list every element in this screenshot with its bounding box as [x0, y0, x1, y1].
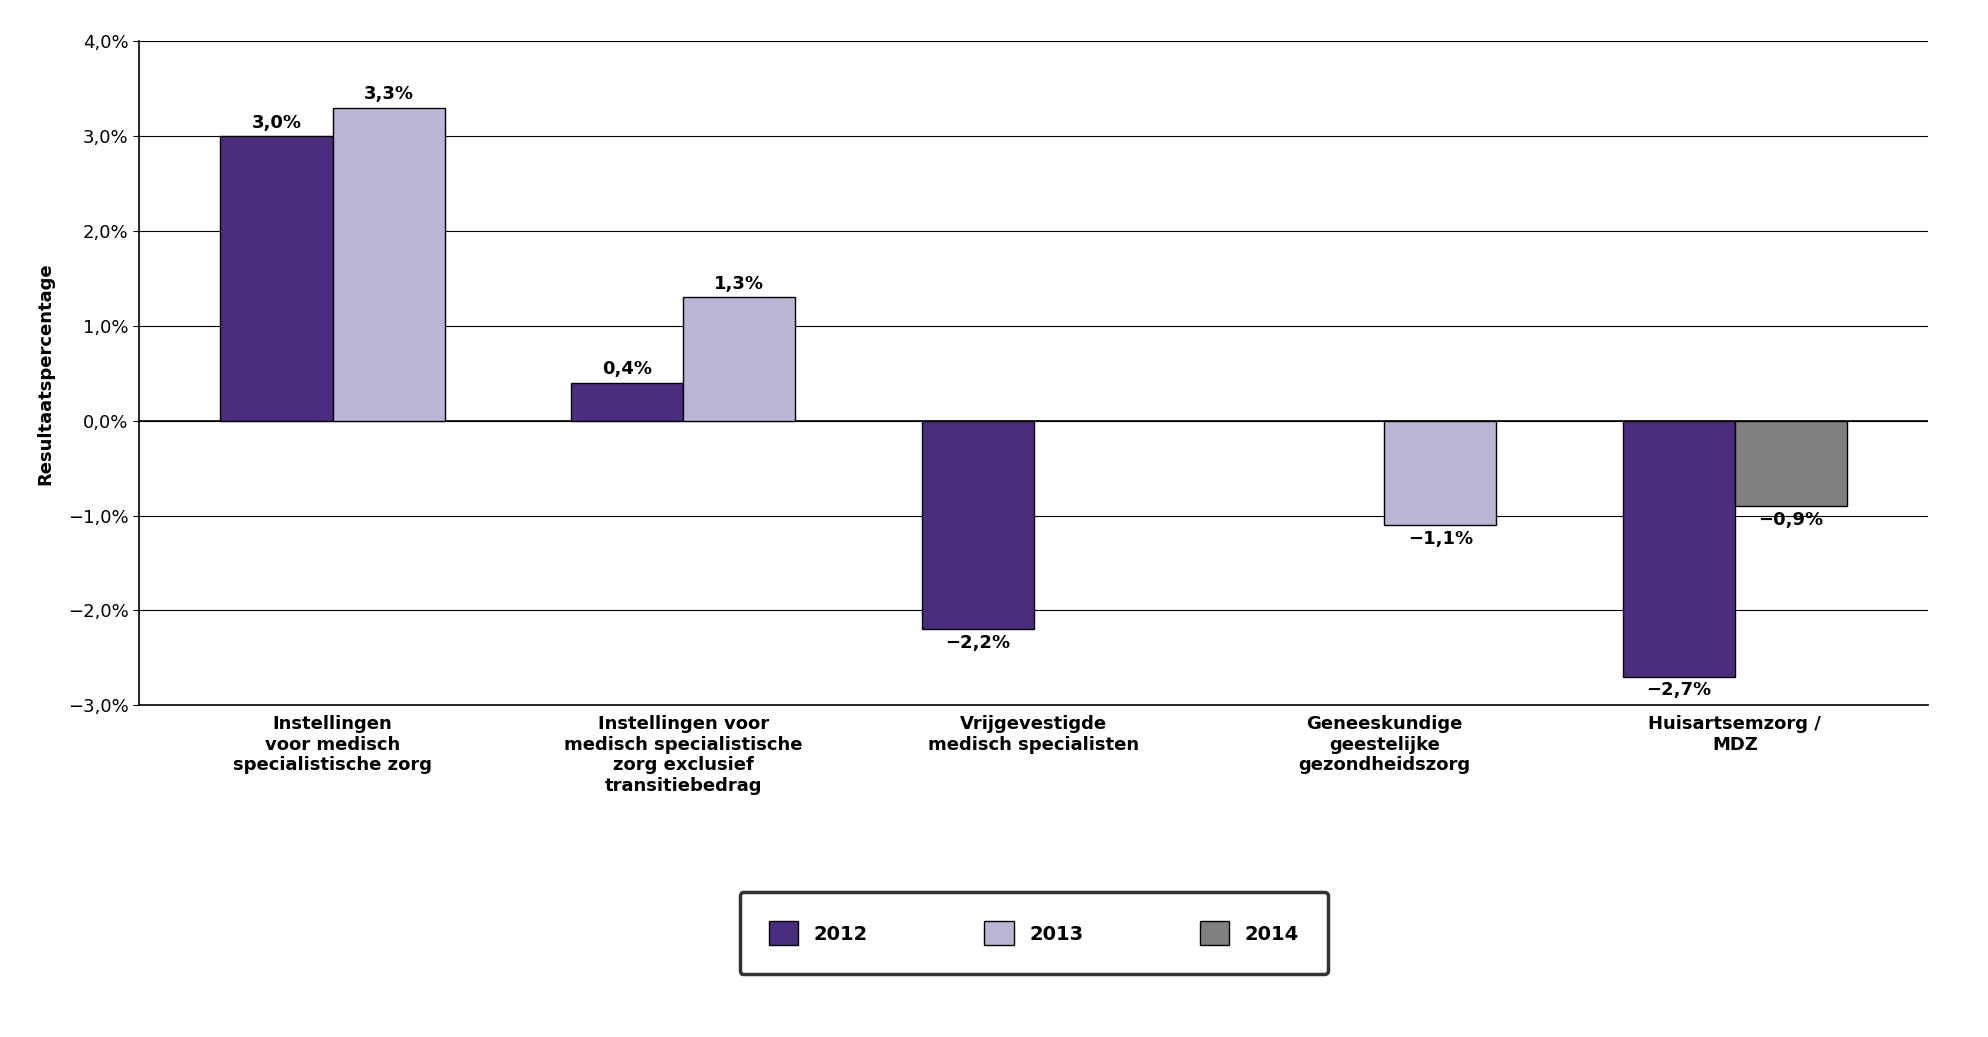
Legend: 2012, 2013, 2014: 2012, 2013, 2014 — [740, 892, 1328, 974]
Bar — [1736, 421, 1847, 506]
Text: −0,9%: −0,9% — [1757, 511, 1823, 529]
Text: −1,1%: −1,1% — [1408, 530, 1473, 548]
Y-axis label: Resultaatspercentage: Resultaatspercentage — [36, 262, 54, 484]
Text: 3,0%: 3,0% — [252, 113, 302, 132]
Text: 0,4%: 0,4% — [602, 360, 652, 379]
Bar — [1622, 421, 1736, 677]
Bar — [922, 421, 1034, 629]
Bar — [684, 298, 795, 421]
Text: 3,3%: 3,3% — [364, 85, 414, 103]
Bar — [571, 383, 684, 421]
Bar — [332, 108, 445, 421]
Text: 1,3%: 1,3% — [714, 275, 763, 292]
Text: −2,2%: −2,2% — [944, 634, 1010, 652]
Text: −2,7%: −2,7% — [1646, 681, 1712, 700]
Bar — [221, 136, 332, 421]
Bar — [1384, 421, 1497, 525]
